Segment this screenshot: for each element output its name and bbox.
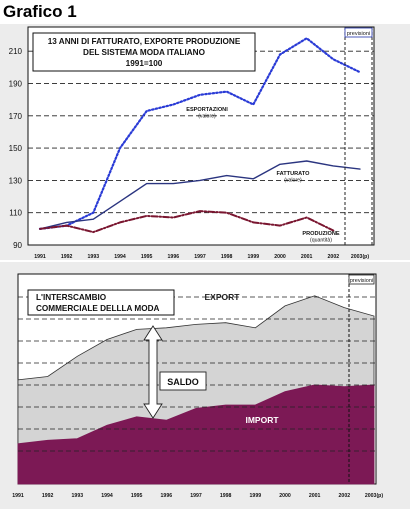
x-tick-label: 2001	[309, 493, 321, 499]
area-chart-forecast-badge: previsioni	[348, 274, 375, 285]
x-tick-label: 1993	[88, 254, 100, 260]
x-tick-label: 2000	[274, 254, 286, 260]
x-tick-label: 1994	[101, 493, 113, 499]
y-tick-label: 170	[9, 112, 23, 121]
x-tick-label: 2003(p)	[365, 493, 383, 499]
x-tick-label: 1995	[141, 254, 153, 260]
y-tick-label: 190	[9, 80, 23, 89]
area-chart-x-ticks: 1991 1992 1993 1994 1995 1996 1997 1998 1999 2000…	[12, 493, 383, 499]
x-tick-label: 2002	[339, 493, 351, 499]
x-tick-label: 1997	[190, 493, 202, 499]
saldo-arrow	[143, 325, 163, 419]
x-tick-label: 1999	[250, 493, 262, 499]
saldo-label: SALDO	[167, 377, 199, 387]
line-chart-forecast-label: previsioni	[347, 31, 370, 37]
area-chart-forecast-label: previsioni	[350, 278, 373, 284]
x-tick-label: 1995	[131, 493, 143, 499]
line-chart-gridlines	[28, 50, 374, 214]
series-unit-label: (quantità)	[310, 238, 332, 244]
series-unit-label: (valore)	[198, 114, 216, 120]
x-tick-label: 1991	[12, 493, 24, 499]
area-chart-title-box: L'INTERSCAMBIO COMMERCIALE DELLLA MODA	[27, 289, 175, 316]
x-tick-label: 1991	[34, 254, 46, 260]
y-tick-label: 110	[9, 209, 22, 218]
area-chart-title: L'INTERSCAMBIO COMMERCIALE DELLLA MODA	[36, 293, 159, 313]
line-chart-forecast-badge: previsioni	[344, 27, 373, 38]
line-chart-x-ticks: 1991 1992 1993 1994 1995 1996 1997 1998 1999 2000…	[34, 254, 369, 260]
series-unit-label: (valore)	[284, 178, 302, 184]
x-tick-label: 1998	[220, 493, 232, 499]
x-tick-label: 1992	[61, 254, 73, 260]
series-line-produzione	[39, 210, 335, 234]
x-tick-label: 2000	[279, 493, 291, 499]
series-label: FATTURATO	[277, 171, 311, 177]
area-chart-series-labels: EXPORT IMPORT	[205, 292, 280, 425]
saldo-label-box	[159, 371, 207, 391]
x-tick-label: 1994	[114, 254, 126, 260]
series-label-export: EXPORT	[205, 292, 241, 302]
saldo-annotation: SALDO	[143, 325, 207, 419]
y-tick-label: 90	[13, 241, 22, 250]
x-tick-label: 1996	[161, 493, 173, 499]
series-label: ESPORTAZIONI	[186, 107, 228, 113]
x-tick-label: 1993	[72, 493, 84, 499]
y-tick-label: 130	[9, 176, 23, 185]
x-tick-label: 2001	[301, 254, 313, 260]
line-chart-title-box: 13 ANNI DI FATTURATO, EXPORTE PRODUZIONE…	[32, 32, 256, 72]
series-line-fatturato	[39, 160, 361, 230]
line-chart-forecast-divider	[344, 27, 373, 245]
line-chart-y-ticks: 90 110 130 150 170 190 210	[9, 47, 23, 250]
line-chart-title: 13 ANNI DI FATTURATO, EXPORTE PRODUZIONE…	[48, 37, 241, 68]
page-title: Grafico 1	[3, 2, 77, 21]
x-tick-label: 1998	[221, 254, 233, 260]
x-tick-label: 2002	[328, 254, 340, 260]
series-label-import: IMPORT	[245, 415, 279, 425]
x-tick-label: 1999	[248, 254, 260, 260]
x-tick-label: 2003(p)	[351, 254, 369, 260]
line-chart-series-labels: ESPORTAZIONI(valore)FATTURATO(valore)PRO…	[186, 107, 340, 244]
line-chart-series	[38, 37, 362, 234]
x-tick-label: 1997	[194, 254, 206, 260]
x-tick-label: 1996	[168, 254, 180, 260]
series-label: PRODUZIONE	[302, 231, 340, 237]
x-tick-label: 1992	[42, 493, 54, 499]
y-tick-label: 210	[9, 47, 23, 56]
series-line-esportazioni	[38, 37, 362, 230]
y-tick-label: 150	[9, 144, 23, 153]
